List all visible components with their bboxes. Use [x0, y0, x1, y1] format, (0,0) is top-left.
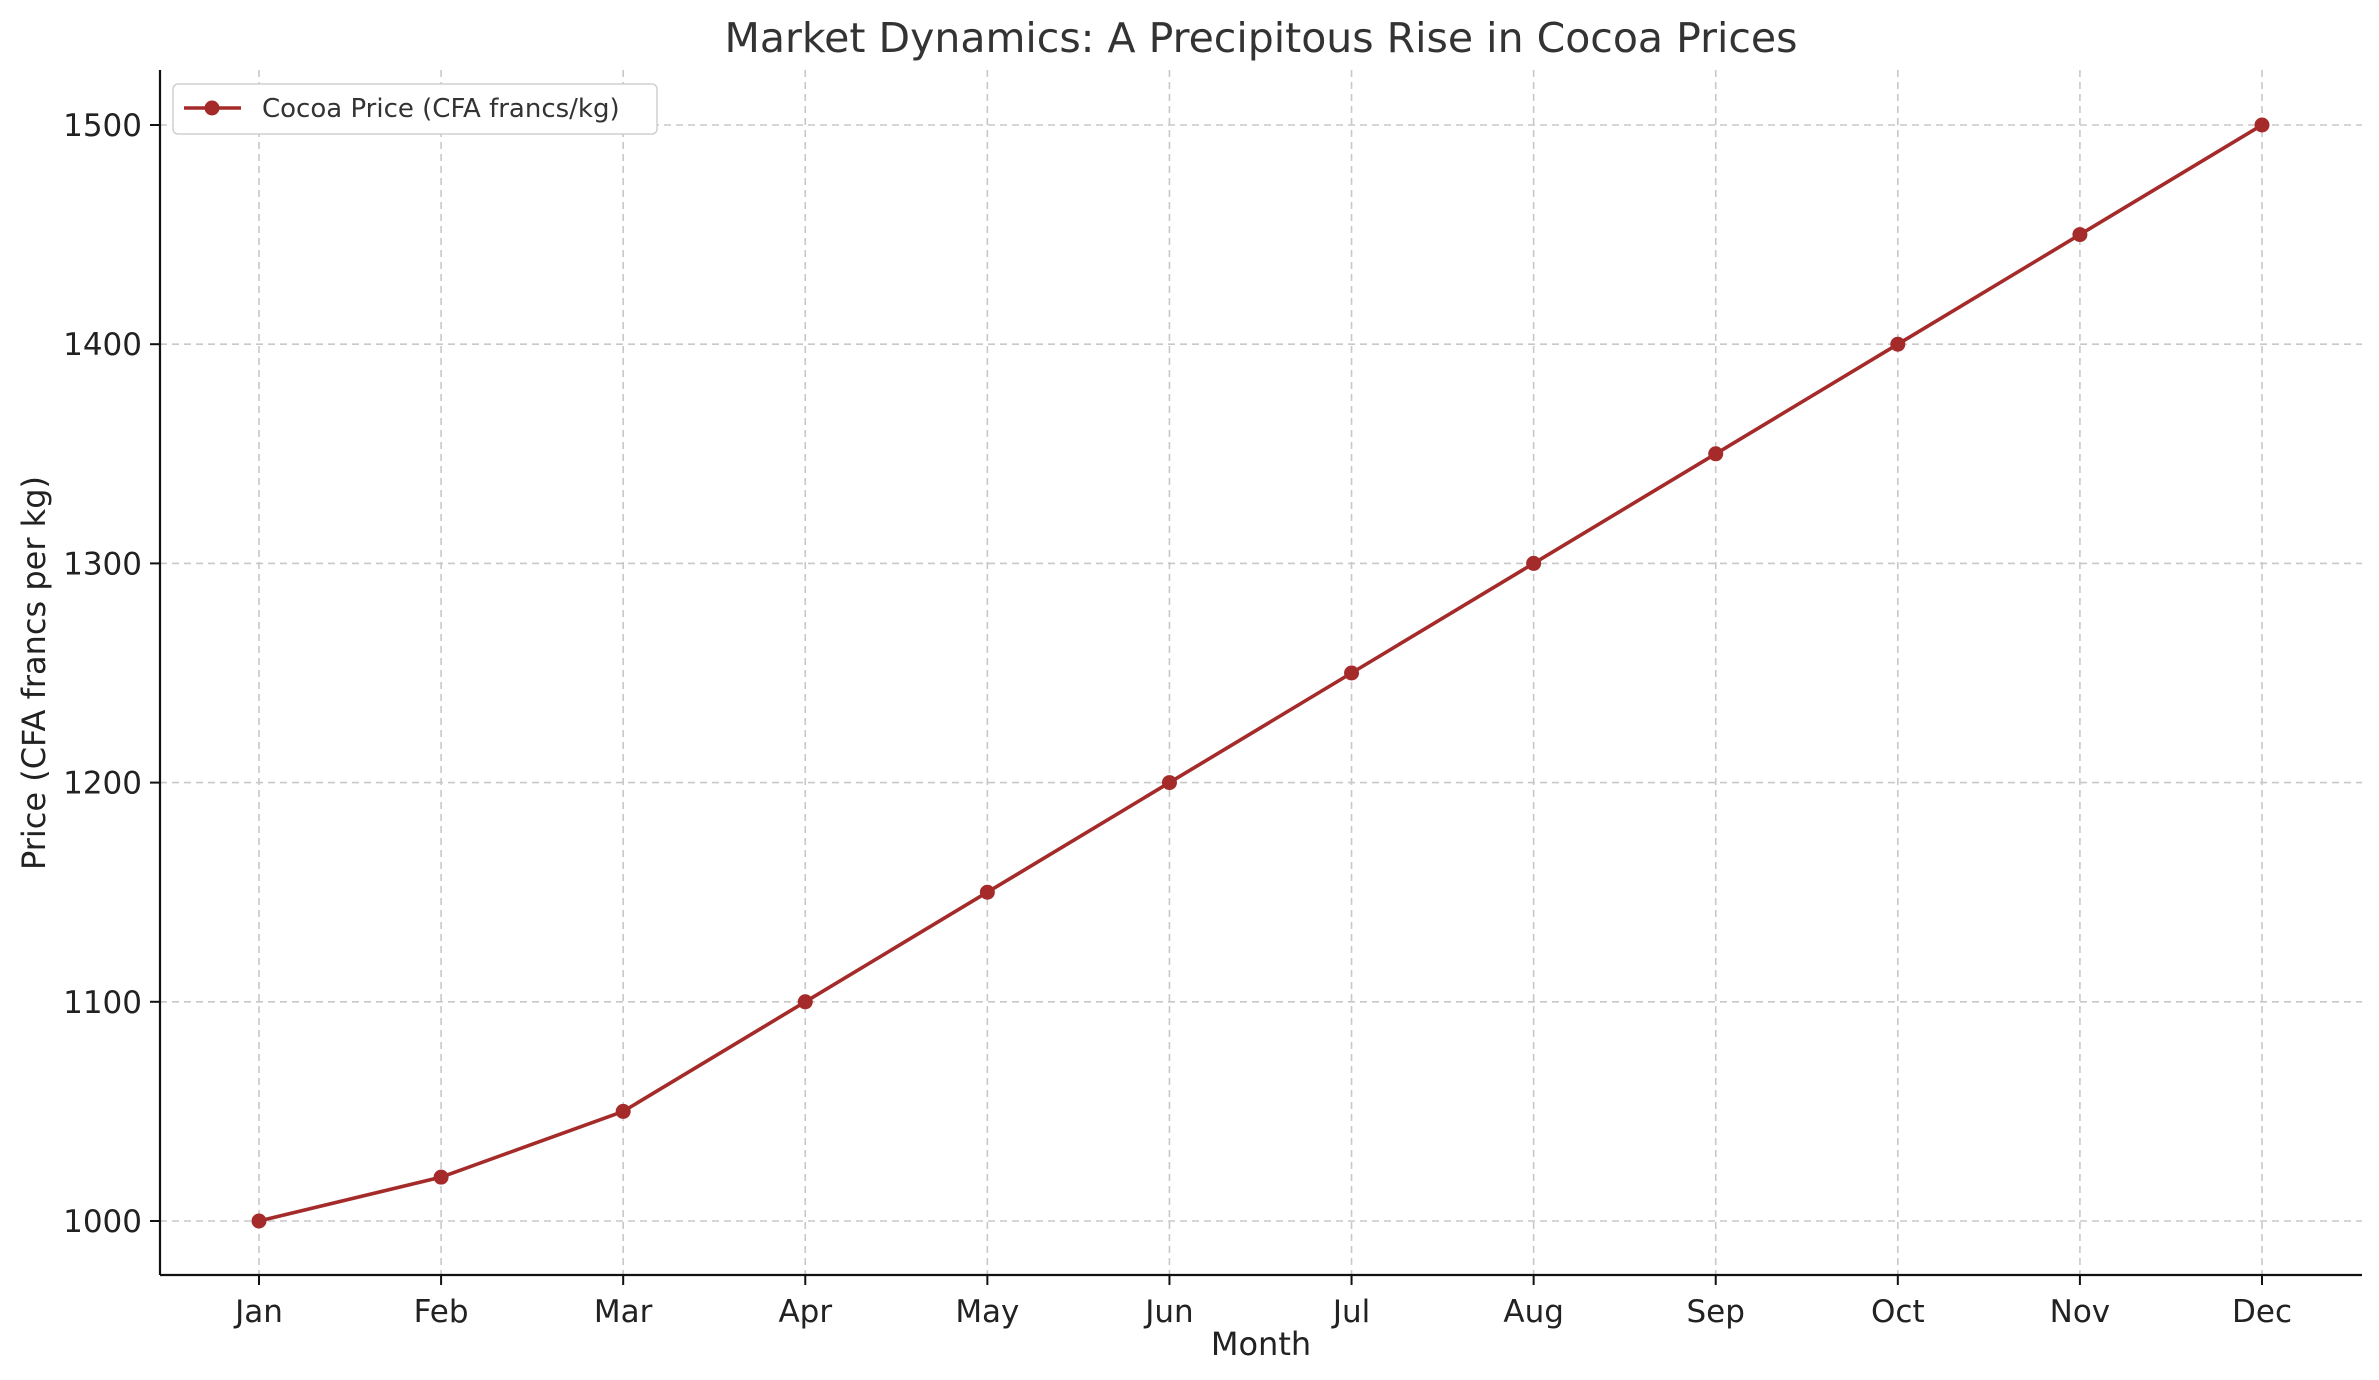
series-layer	[251, 117, 2270, 1229]
series-line	[257, 123, 2264, 1223]
x-tick-label: Jan	[233, 1294, 283, 1330]
data-point	[1344, 665, 1360, 681]
x-tick-label: Apr	[778, 1294, 832, 1330]
data-point	[1708, 446, 1724, 462]
x-tick-label: Nov	[2050, 1294, 2111, 1330]
y-tick-label: 1300	[63, 546, 142, 582]
data-point	[1890, 336, 1906, 352]
data-point	[1526, 555, 1542, 571]
grid-layer	[160, 70, 2362, 1275]
y-tick-label: 1500	[63, 108, 142, 144]
legend-marker-swatch	[204, 100, 220, 116]
data-point	[979, 884, 995, 900]
data-point	[433, 1169, 449, 1185]
legend-label: Cocoa Price (CFA francs/kg)	[262, 94, 620, 124]
legend: Cocoa Price (CFA francs/kg)	[172, 83, 658, 135]
data-point	[797, 994, 813, 1010]
x-tick-label: Mar	[594, 1294, 653, 1330]
data-point	[2254, 117, 2270, 133]
data-point	[251, 1213, 267, 1229]
x-tick-label: Sep	[1687, 1294, 1745, 1330]
x-tick-label: Oct	[1871, 1294, 1925, 1330]
x-tick-layer: Jan Feb Mar Apr May Jun Jul Aug Sep Oct Nov Dec	[233, 1275, 2292, 1330]
x-tick-label: May	[955, 1294, 1019, 1330]
x-tick-label: Aug	[1503, 1294, 1564, 1330]
x-tick-label: Jul	[1331, 1294, 1370, 1330]
y-tick-label: 1100	[63, 985, 142, 1021]
x-tick-label: Dec	[2232, 1294, 2292, 1330]
x-tick-label: Feb	[414, 1294, 469, 1330]
y-tick-label: 1400	[63, 327, 142, 363]
data-point	[2072, 227, 2088, 243]
data-point	[615, 1103, 631, 1119]
legend-box	[172, 83, 658, 135]
y-tick-layer: 1000 1100 1200 1300 1400 1500	[63, 108, 160, 1240]
data-point	[1161, 775, 1177, 791]
x-axis-label: Month	[1211, 1325, 1311, 1363]
y-tick-label: 1200	[63, 766, 142, 802]
chart-title: Market Dynamics: A Precipitous Rise in C…	[725, 14, 1798, 62]
x-tick-label: Jun	[1143, 1294, 1193, 1330]
y-tick-label: 1000	[63, 1204, 142, 1240]
y-axis-label: Price (CFA francs per kg)	[15, 476, 53, 870]
